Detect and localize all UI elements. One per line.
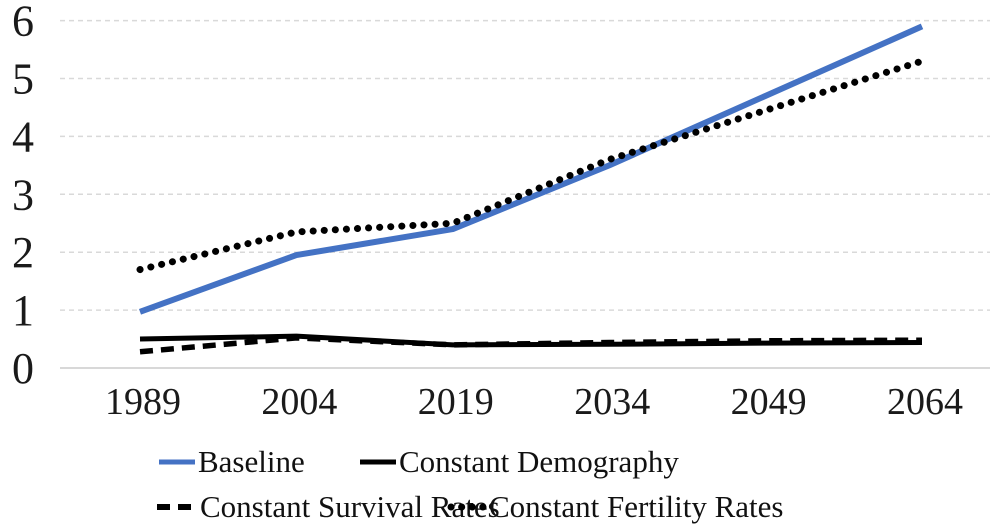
constant-fertility-rates-line-swatch	[447, 503, 488, 511]
series-line-constant-fertility-rates	[136, 57, 926, 274]
x-tick-label-2064: 2064	[887, 381, 963, 423]
legend-item-constant-fertility-rates: Constant Fertility Rates	[446, 489, 784, 524]
x-tick-label-2049: 2049	[731, 381, 807, 423]
legend-item-baseline: Baseline	[157, 444, 305, 480]
legend-item-constant-demography: Constant Demography	[358, 444, 679, 480]
baseline-line-swatch	[159, 459, 195, 465]
constant-survival-rates-line-swatch	[157, 504, 198, 510]
series-line-constant-survival-rates	[139, 335, 923, 355]
y-axis-tick-labels: 0 1 2 3 4 5 6	[12, 0, 34, 393]
line-chart: 0 1 2 3 4 5 6 1989 2004 2019 2034 2049 2064	[12, 0, 990, 423]
series-lines	[136, 23, 926, 355]
legend-label-baseline: Baseline	[198, 444, 305, 479]
y-tick-label-3: 3	[12, 170, 34, 219]
y-tick-label-6: 6	[12, 0, 34, 46]
x-tick-label-2034: 2034	[574, 381, 650, 423]
x-tick-label-1989: 1989	[105, 381, 181, 423]
y-tick-label-2: 2	[12, 228, 34, 277]
legend-label-constant-fertility-rates: Constant Fertility Rates	[489, 489, 784, 524]
x-tick-label-2004: 2004	[261, 381, 337, 423]
y-tick-label-0: 0	[12, 344, 34, 393]
series-line-baseline	[138, 23, 924, 315]
legend-label-constant-demography: Constant Demography	[399, 444, 679, 479]
constant-demography-line-swatch	[360, 459, 396, 465]
y-tick-label-1: 1	[12, 286, 34, 335]
x-tick-label-2019: 2019	[418, 381, 494, 423]
y-tick-label-5: 5	[12, 55, 34, 104]
x-axis-tick-labels: 1989 2004 2019 2034 2049 2064	[105, 381, 963, 423]
y-tick-label-4: 4	[12, 112, 34, 161]
